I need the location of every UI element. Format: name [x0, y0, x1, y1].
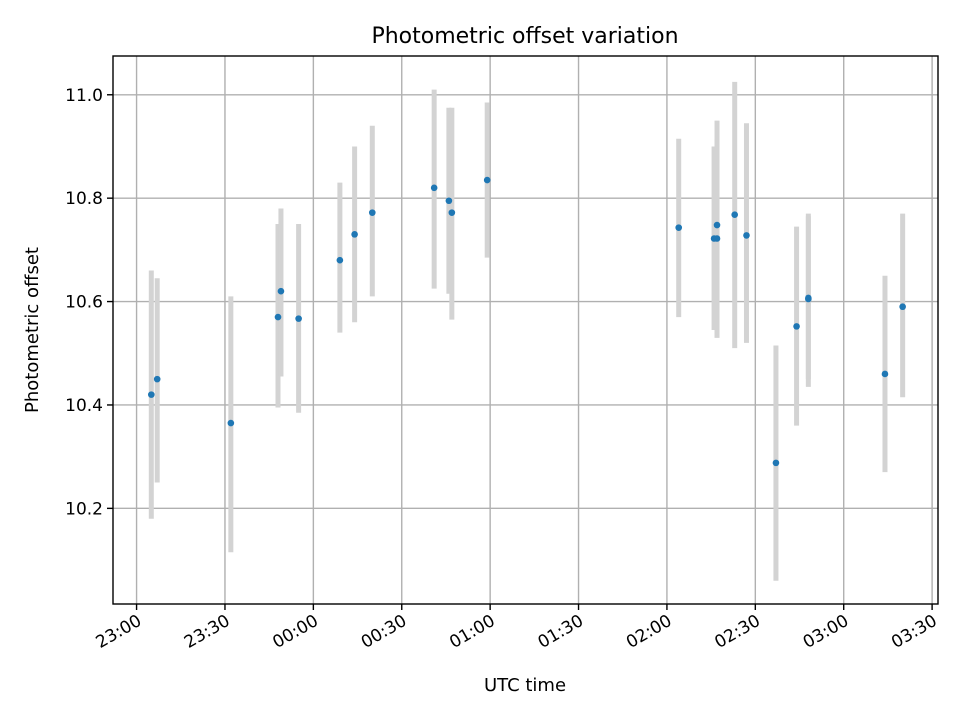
data-point: [351, 231, 358, 238]
plot-frame: [112, 55, 939, 605]
data-point: [713, 235, 721, 242]
data-point: [743, 232, 750, 239]
data-point: [805, 294, 812, 302]
data-point: [448, 209, 456, 216]
y-tick-label: 10.6: [65, 293, 103, 313]
data-point: [881, 370, 889, 378]
data-point: [368, 209, 376, 216]
errorbar-layer: [148, 81, 906, 581]
data-point: [277, 287, 285, 295]
chart-title: Photometric offset variation: [371, 24, 678, 49]
data-point: [899, 303, 906, 311]
x-tick-label: 23:30: [181, 611, 233, 653]
point-layer: [148, 176, 906, 467]
x-tick-label: 03:30: [888, 611, 940, 653]
x-tick-label: 02:30: [711, 611, 763, 653]
x-tick-label: 23:00: [93, 611, 145, 653]
y-axis-label: Photometric offset: [22, 247, 43, 413]
data-point: [153, 375, 161, 383]
data-point: [430, 184, 438, 192]
x-tick-label: 00:30: [358, 611, 410, 653]
grid-layer: [113, 56, 938, 604]
data-point: [227, 419, 235, 427]
data-point: [274, 313, 282, 321]
y-tick-label: 11.0: [65, 86, 103, 106]
data-point: [295, 315, 302, 322]
data-point: [445, 197, 453, 205]
x-tick-label: 01:30: [535, 611, 587, 653]
data-point: [793, 323, 800, 330]
data-point: [675, 224, 683, 231]
x-tick-label: 03:00: [800, 611, 852, 653]
data-point: [483, 176, 491, 184]
data-point: [148, 391, 155, 398]
data-point: [336, 256, 344, 264]
x-axis-label: UTC time: [484, 675, 566, 696]
x-tick-label: 02:00: [623, 611, 675, 653]
y-tick-label: 10.8: [65, 189, 103, 209]
y-tick-label: 10.2: [65, 499, 103, 519]
data-point: [772, 459, 780, 467]
data-point: [713, 221, 721, 229]
x-tick-label: 00:00: [269, 611, 321, 653]
y-tick-label: 10.4: [65, 396, 103, 416]
data-point: [731, 211, 738, 219]
x-tick-label: 01:00: [446, 611, 498, 653]
